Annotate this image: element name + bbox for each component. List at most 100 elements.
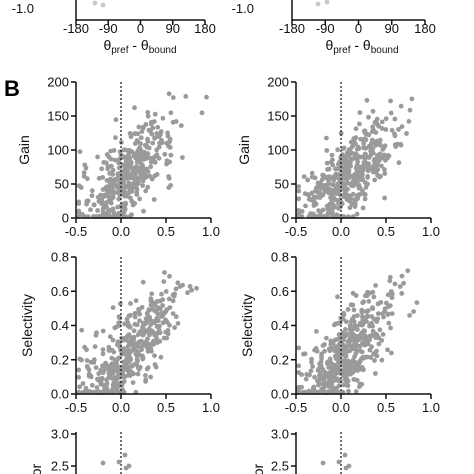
data-point xyxy=(115,342,120,348)
data-point xyxy=(175,280,181,286)
data-point xyxy=(120,201,126,207)
data-point xyxy=(130,202,136,208)
data-point xyxy=(159,137,165,143)
data-point xyxy=(375,301,381,307)
data-point xyxy=(387,274,393,280)
data-point xyxy=(89,382,95,388)
data-point xyxy=(366,155,372,160)
data-point xyxy=(353,351,359,356)
data-point xyxy=(159,291,164,297)
data-point xyxy=(142,175,148,181)
data-point xyxy=(312,374,317,380)
data-point xyxy=(136,124,142,130)
data-point xyxy=(320,207,326,213)
data-point xyxy=(164,161,170,167)
data-point xyxy=(132,180,138,186)
data-point xyxy=(366,114,371,120)
data-point xyxy=(377,327,383,333)
data-point xyxy=(84,176,90,182)
data-point xyxy=(324,148,330,153)
data-point xyxy=(112,177,118,182)
data-point xyxy=(95,377,101,383)
data-point xyxy=(145,349,151,354)
data-point xyxy=(101,367,107,373)
data-point xyxy=(166,143,171,149)
data-point xyxy=(362,338,368,343)
data-point xyxy=(161,279,167,284)
data-point xyxy=(331,362,337,368)
data-point xyxy=(311,194,317,200)
data-point xyxy=(359,322,365,328)
data-point xyxy=(82,344,87,350)
data-point xyxy=(111,381,117,386)
data-point xyxy=(354,343,360,348)
data-point xyxy=(350,316,355,322)
x-tick-label: 180 xyxy=(414,21,436,36)
data-point xyxy=(164,335,170,341)
data-point xyxy=(405,268,411,274)
data-point xyxy=(81,170,87,176)
data-point xyxy=(347,205,353,211)
data-point xyxy=(327,359,333,365)
data-point xyxy=(333,344,339,350)
data-point xyxy=(350,302,356,308)
data-point xyxy=(116,173,121,179)
data-point xyxy=(385,153,391,158)
data-point xyxy=(358,136,363,142)
data-point xyxy=(131,334,137,340)
data-point xyxy=(352,201,358,207)
y-tick-label: 0.8 xyxy=(271,250,289,265)
data-point xyxy=(145,329,151,335)
y-tick-label: 2.5 xyxy=(51,459,69,474)
data-point xyxy=(353,293,359,298)
data-point xyxy=(166,174,172,179)
data-point xyxy=(322,348,327,354)
data-point xyxy=(133,151,139,157)
data-point xyxy=(118,301,123,307)
data-point xyxy=(116,355,121,361)
data-point xyxy=(321,374,327,379)
data-point xyxy=(357,168,362,174)
x-tick-label: -90 xyxy=(316,21,335,36)
data-point xyxy=(140,325,145,330)
data-point xyxy=(110,337,116,343)
data-point xyxy=(344,349,350,354)
data-point xyxy=(172,325,178,330)
data-point xyxy=(301,351,306,357)
data-point xyxy=(370,323,375,329)
gain-left-panel: -0.5 0.0 0.5 1.0 0 50 100 150 200 Gain xyxy=(16,75,220,240)
y-tick-label: 3.0 xyxy=(271,427,289,442)
data-point xyxy=(136,344,142,349)
data-point xyxy=(386,320,392,326)
y-axis-label: Selectivity xyxy=(19,294,35,357)
data-point xyxy=(82,162,88,168)
data-point xyxy=(123,163,128,169)
x-tick-label: -0.5 xyxy=(285,224,307,239)
data-point xyxy=(377,142,383,148)
data-point xyxy=(100,460,106,466)
data-point xyxy=(139,347,145,353)
data-point xyxy=(381,152,387,158)
data-point xyxy=(373,283,378,288)
x-tick-label: 90 xyxy=(385,21,399,36)
data-point xyxy=(151,330,157,336)
data-point xyxy=(336,176,342,182)
data-point xyxy=(348,335,354,340)
data-point xyxy=(162,270,167,275)
data-point xyxy=(350,183,356,189)
data-point xyxy=(76,367,82,373)
x-tick-label: 0 xyxy=(137,21,144,36)
data-point xyxy=(108,163,114,169)
data-point xyxy=(147,315,153,320)
data-point xyxy=(357,110,363,115)
data-point xyxy=(369,314,375,319)
data-point xyxy=(125,348,130,354)
data-point xyxy=(152,353,157,359)
x-axis-label: θpref - θbound xyxy=(325,37,398,56)
data-point xyxy=(183,94,189,99)
data-point xyxy=(139,304,145,310)
data-point xyxy=(160,320,166,326)
x-tick-label: 180 xyxy=(194,21,216,36)
data-point xyxy=(359,177,365,183)
